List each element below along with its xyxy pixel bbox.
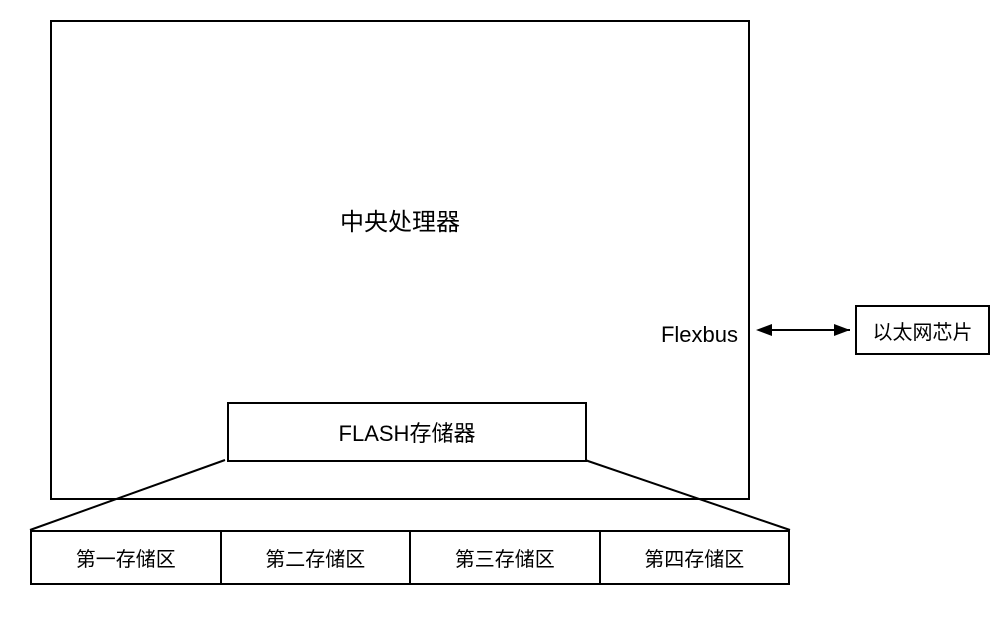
storage-area-1-label: 第一存储区 bbox=[76, 543, 176, 572]
flash-label: FLASH存储器 bbox=[339, 416, 476, 448]
storage-area-4-label: 第四存储区 bbox=[644, 543, 744, 572]
ethernet-box: 以太网芯片 bbox=[855, 305, 990, 355]
flexbus-label: Flexbus bbox=[661, 322, 738, 348]
diagram-canvas: 中央处理器 Flexbus FLASH存储器 以太网芯片 第一存储区 第二存储区… bbox=[0, 0, 1000, 631]
storage-area-4: 第四存储区 bbox=[601, 532, 789, 583]
ethernet-label: 以太网芯片 bbox=[873, 316, 973, 345]
cpu-box: 中央处理器 Flexbus FLASH存储器 bbox=[50, 20, 750, 500]
storage-area-3-label: 第三存储区 bbox=[455, 543, 555, 572]
cpu-label: 中央处理器 bbox=[340, 202, 460, 237]
storage-row: 第一存储区 第二存储区 第三存储区 第四存储区 bbox=[30, 530, 790, 585]
storage-area-2: 第二存储区 bbox=[222, 532, 412, 583]
storage-area-2-label: 第二存储区 bbox=[265, 543, 365, 572]
flash-box: FLASH存储器 bbox=[227, 402, 587, 462]
storage-area-1: 第一存储区 bbox=[32, 532, 222, 583]
storage-area-3: 第三存储区 bbox=[411, 532, 601, 583]
